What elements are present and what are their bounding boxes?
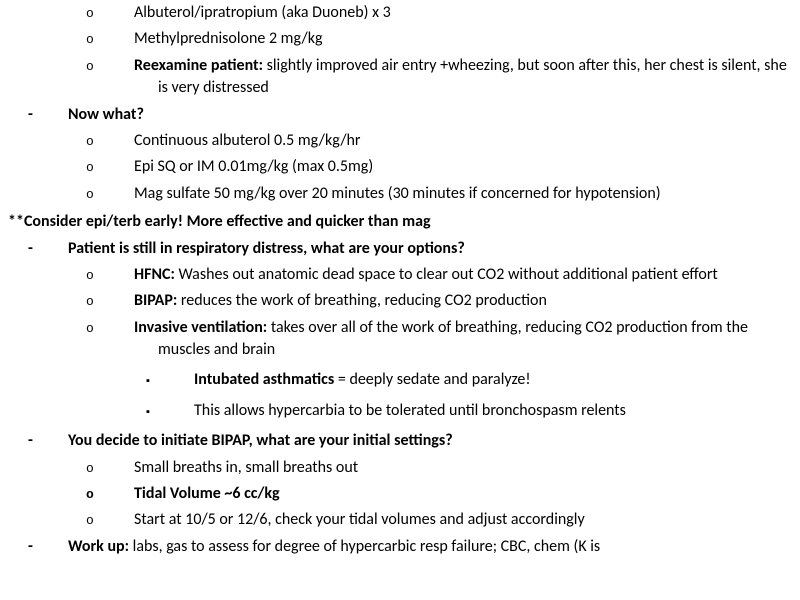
text: Continuous albuterol 0.5 mg/kg/hr bbox=[134, 131, 361, 150]
list-item: Patient is still in respiratory distress… bbox=[68, 238, 792, 260]
list-item: Mag sulfate 50 mg/kg over 20 minutes (30… bbox=[134, 183, 792, 205]
list-item: Continuous albuterol 0.5 mg/kg/hr bbox=[134, 130, 792, 152]
list-item: Methylprednisolone 2 mg/kg bbox=[134, 28, 792, 50]
list-item: HFNC: Washes out anatomic dead space to … bbox=[134, 264, 792, 286]
text: Epi SQ or IM 0.01mg/kg (max 0.5mg) bbox=[134, 157, 373, 176]
text-bold: HFNC: bbox=[134, 265, 175, 284]
text-bold: Reexamine patient: bbox=[134, 56, 263, 75]
text-bold: Work up: bbox=[68, 537, 129, 556]
list-item: Small breaths in, small breaths out bbox=[134, 457, 792, 479]
text-bold: Invasive ventilation: bbox=[134, 318, 267, 337]
list-item: Tidal Volume ~6 cc/kg bbox=[134, 483, 792, 505]
document-body: Albuterol/ipratropium (aka Duoneb) x 3 M… bbox=[0, 0, 800, 564]
text: Small breaths in, small breaths out bbox=[134, 458, 358, 477]
text: Washes out anatomic dead space to clear … bbox=[175, 265, 718, 284]
text: labs, gas to assess for degree of hyperc… bbox=[129, 537, 600, 556]
text: Start at 10/5 or 12/6, check your tidal … bbox=[134, 510, 585, 529]
text-bold: Intubated asthmatics bbox=[194, 370, 334, 389]
list-item: Albuterol/ipratropium (aka Duoneb) x 3 bbox=[134, 2, 792, 24]
text-bold: **Consider epi/terb early! More effectiv… bbox=[8, 212, 431, 231]
list-item: BIPAP: reduces the work of breathing, re… bbox=[134, 290, 792, 312]
text-bold: Patient is still in respiratory distress… bbox=[68, 239, 465, 258]
list-item: Intubated asthmatics = deeply sedate and… bbox=[194, 369, 792, 391]
list-item: You decide to initiate BIPAP, what are y… bbox=[68, 430, 792, 452]
list-item: Now what? bbox=[68, 104, 792, 126]
list-item: Invasive ventilation: takes over all of … bbox=[134, 317, 792, 362]
list-item: Work up: labs, gas to assess for degree … bbox=[68, 536, 792, 558]
list-item: This allows hypercarbia to be tolerated … bbox=[194, 400, 792, 422]
list-item: Epi SQ or IM 0.01mg/kg (max 0.5mg) bbox=[134, 156, 792, 178]
emphasis-note: **Consider epi/terb early! More effectiv… bbox=[8, 211, 792, 233]
text-bold: BIPAP: bbox=[134, 291, 177, 310]
text: Mag sulfate 50 mg/kg over 20 minutes (30… bbox=[134, 184, 661, 203]
text: Albuterol/ipratropium (aka Duoneb) x 3 bbox=[134, 3, 391, 22]
text-bold: You decide to initiate BIPAP, what are y… bbox=[68, 431, 453, 450]
text-bold: Now what? bbox=[68, 105, 144, 124]
text: Methylprednisolone 2 mg/kg bbox=[134, 29, 323, 48]
list-item: Reexamine patient: slightly improved air… bbox=[134, 55, 792, 100]
list-item: Start at 10/5 or 12/6, check your tidal … bbox=[134, 509, 792, 531]
text: This allows hypercarbia to be tolerated … bbox=[194, 401, 626, 420]
text: reduces the work of breathing, reducing … bbox=[177, 291, 547, 310]
text: = deeply sedate and paralyze! bbox=[334, 370, 530, 389]
text-bold: Tidal Volume ~6 cc/kg bbox=[134, 484, 280, 503]
